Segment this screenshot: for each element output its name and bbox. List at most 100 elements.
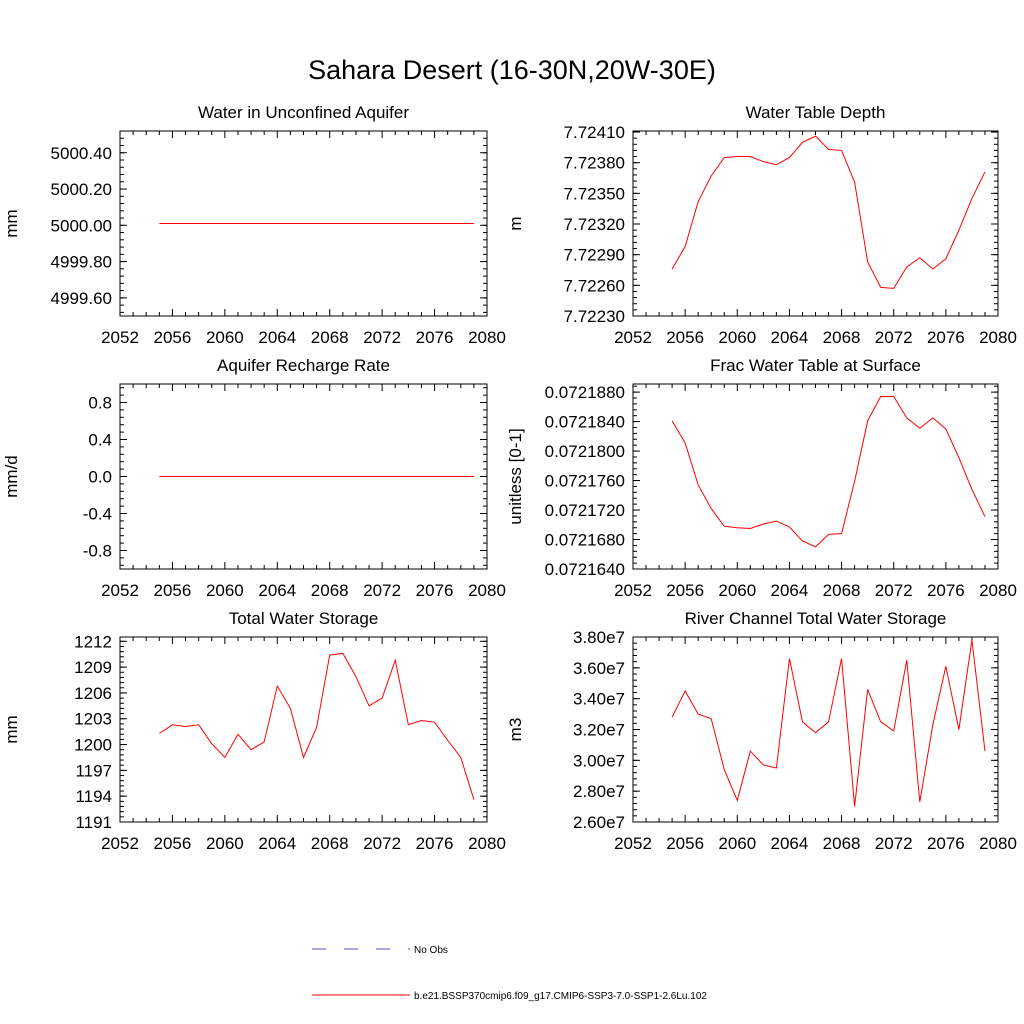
x-tick-label: 2076 [927,581,965,600]
y-axis-label: mm [2,715,21,743]
x-tick-label: 2060 [718,834,756,853]
y-tick-label: 1209 [74,658,112,677]
y-tick-label: 1194 [75,787,112,806]
y-tick-label: 3.00e7 [573,751,625,770]
x-tick-label: 2052 [614,581,652,600]
y-tick-label: 3.40e7 [573,690,625,709]
x-tick-label: 2068 [823,581,861,600]
y-tick-label: 1203 [74,710,112,729]
legend-model-label: b.e21.BSSP370cmip6.f09_g17.CMIP6-SSP3-7.… [414,991,707,1002]
x-tick-label: 2068 [311,581,349,600]
x-tick-label: 2056 [666,328,704,347]
plot-frame [632,130,999,317]
x-tick-label: 2052 [101,834,139,853]
series-line [671,135,986,289]
x-tick-label: 2064 [258,834,296,853]
x-tick-label: 2060 [206,328,244,347]
x-tick-label: 2068 [311,834,349,853]
panel-title: River Channel Total Water Storage [685,609,947,628]
series-line [671,640,986,807]
x-tick-label: 2068 [823,328,861,347]
series-line [159,652,475,800]
x-tick-label: 2076 [416,581,454,600]
x-tick-label: 2072 [875,328,913,347]
y-tick-label: 0.0721800 [545,442,625,461]
chart-panel-6: River Channel Total Water Storage m3 2052 2… [506,609,1017,853]
x-tick-label: 2072 [875,581,913,600]
x-tick-label: 2080 [979,834,1017,853]
y-tick-label: -0.4 [83,505,112,524]
x-tick-label: 2056 [154,834,192,853]
y-axis-label: unitless [0-1] [506,428,525,524]
y-tick-label: 0.0721840 [545,413,625,432]
y-tick-label: 1212 [74,632,112,651]
y-tick-label: 2.60e7 [573,813,625,832]
panel-title: Total Water Storage [229,609,379,628]
x-tick-label: 2080 [979,328,1017,347]
panel-title: Frac Water Table at Surface [710,356,921,375]
series-line [671,396,986,548]
x-tick-label: 2068 [311,328,349,347]
x-tick-label: 2064 [771,834,809,853]
chart-panel-3: Aquifer Recharge Rate mm/d 2052 2056 2060 206… [2,356,506,600]
x-tick-label: 2064 [258,328,296,347]
y-tick-label: 7.72320 [564,215,625,234]
y-tick-label: 0.4 [88,431,112,450]
x-tick-label: 2052 [614,328,652,347]
x-tick-label: 2076 [416,834,454,853]
y-tick-label: 7.72260 [564,276,625,295]
panel-title: Water Table Depth [746,103,886,122]
y-tick-label: 2.80e7 [573,782,625,801]
x-tick-label: 2052 [614,834,652,853]
chart-panel-5: Total Water Storage mm 2052 2056 2060 2064 206… [2,609,506,853]
y-tick-label: 7.72290 [564,246,625,265]
x-tick-label: 2072 [875,834,913,853]
y-tick-label: 3.20e7 [573,721,625,740]
y-axis-label: m [506,216,525,230]
plot-frame [632,383,999,570]
y-tick-label: 7.72230 [564,307,625,326]
y-tick-label: 0.8 [88,394,112,413]
x-tick-label: 2060 [206,834,244,853]
panel-title: Aquifer Recharge Rate [217,356,390,375]
panel-title: Water in Unconfined Aquifer [198,103,409,122]
y-tick-label: 5000.20 [51,180,112,199]
y-tick-label: 7.72350 [564,184,625,203]
x-tick-label: 2080 [468,581,506,600]
y-tick-label: 3.80e7 [573,628,625,647]
y-axis-label: m3 [506,718,525,742]
x-tick-label: 2064 [771,328,809,347]
x-tick-label: 2064 [258,581,296,600]
y-tick-label: 1191 [75,813,112,832]
x-tick-label: 2052 [101,581,139,600]
plot-frame [632,636,999,823]
chart-panel-4: Frac Water Table at Surface unitless [0-1… [506,356,1017,600]
chart-panel-2: Water Table Depth m 2052 2056 2060 2064 2068 20… [506,103,1017,347]
y-tick-label: 4999.60 [51,289,112,308]
x-tick-label: 2060 [718,581,756,600]
y-tick-label: 1206 [74,684,112,703]
x-tick-label: 2080 [468,834,506,853]
x-tick-label: 2056 [154,581,192,600]
y-axis-label: mm/d [2,455,21,498]
legend-obs-label: No Obs [414,945,448,956]
y-tick-label: 0.0721720 [545,501,625,520]
x-tick-label: 2068 [823,834,861,853]
x-tick-label: 2056 [154,328,192,347]
y-tick-label: -0.8 [83,542,112,561]
x-tick-label: 2056 [666,581,704,600]
y-tick-label: 1200 [74,736,112,755]
y-tick-label: 5000.40 [51,144,112,163]
x-tick-label: 2064 [771,581,809,600]
y-tick-label: 0.0721680 [545,531,625,550]
x-tick-label: 2076 [927,328,965,347]
y-tick-label: 7.72410 [564,123,625,142]
x-tick-label: 2076 [416,328,454,347]
x-tick-label: 2060 [206,581,244,600]
y-tick-label: 7.72380 [564,154,625,173]
y-tick-label: 5000.00 [51,216,112,235]
x-tick-label: 2072 [363,581,401,600]
x-tick-label: 2072 [363,328,401,347]
